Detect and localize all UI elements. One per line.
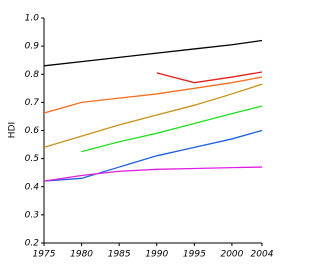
- y-tick-label: 0.4: [25, 182, 40, 192]
- series-line: [43, 83, 263, 148]
- y-tick-label: 0.5: [25, 154, 40, 164]
- series-line: [43, 129, 263, 182]
- series-line: [81, 105, 263, 153]
- series-line: [43, 39, 263, 67]
- y-axis-label: HDI: [8, 122, 18, 138]
- x-tick-label: 2004: [251, 250, 274, 260]
- x-tick-label: 1990: [145, 250, 168, 260]
- chart: HDI 0.2 0.3 0.4 0.5 0.6 0.7 0.8 0.9 1.0 1975 1980 1…: [8, 14, 274, 260]
- series-line: [43, 76, 263, 114]
- series-line: [156, 71, 263, 84]
- y-tick-label: 0.8: [25, 70, 40, 80]
- y-tick-label: 0.6: [25, 126, 40, 136]
- y-tick-label: 0.7: [25, 98, 40, 108]
- series-line: [43, 166, 263, 182]
- x-tick-label: 1985: [108, 250, 131, 260]
- y-tick-label: 0.9: [25, 42, 40, 52]
- x-tick-label: 1995: [183, 250, 206, 260]
- y-tick-label: 0.3: [25, 210, 40, 220]
- x-tick-label: 1980: [70, 250, 93, 260]
- x-tick-label: 2000: [220, 250, 243, 260]
- y-tick-label: 0.2: [25, 239, 40, 249]
- y-tick-label: 1.0: [25, 14, 40, 24]
- x-tick-label: 1975: [33, 250, 56, 260]
